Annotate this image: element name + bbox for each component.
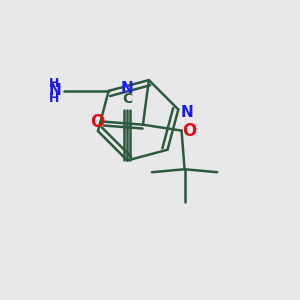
Text: C: C (122, 92, 133, 106)
Text: O: O (182, 122, 196, 140)
Text: H: H (49, 77, 59, 90)
Text: N: N (121, 81, 134, 96)
Text: O: O (90, 113, 104, 131)
Text: H: H (49, 92, 59, 105)
Text: N: N (48, 83, 61, 98)
Text: N: N (181, 105, 194, 120)
